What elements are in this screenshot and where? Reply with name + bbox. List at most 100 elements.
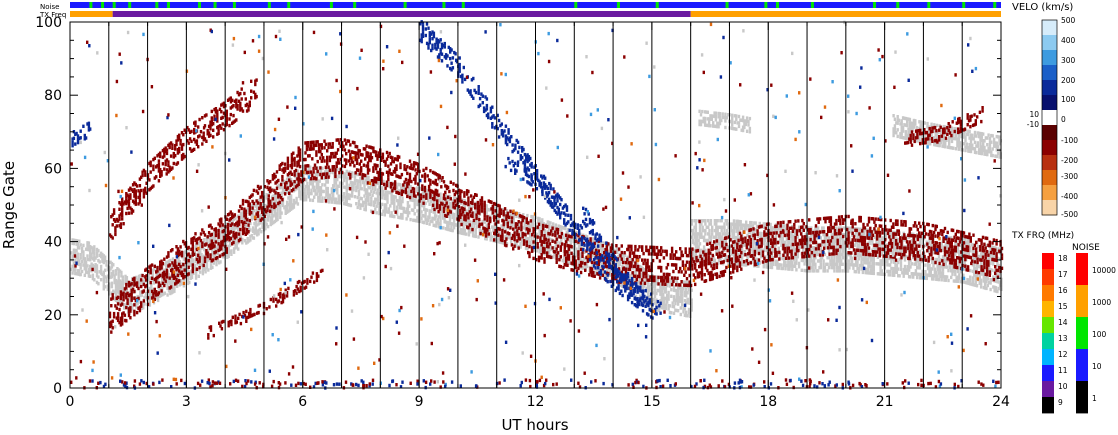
- scatter-cell: [950, 146, 954, 150]
- scatter-cell: [277, 183, 281, 188]
- scatter-cell: [184, 250, 187, 254]
- scatter-cell: [895, 121, 898, 125]
- scatter-cell: [861, 264, 865, 268]
- scatter-cell: [420, 200, 423, 204]
- scatter-cell: [321, 199, 324, 203]
- scatter-cell: [776, 263, 779, 267]
- scatter-cell: [294, 201, 297, 205]
- scatter-cell: [393, 208, 396, 212]
- scatter-cell: [583, 263, 586, 268]
- scatter-cell: [937, 254, 941, 259]
- scatter-cell: [872, 265, 875, 269]
- scatter-cell: [893, 130, 897, 135]
- scatter-cell: [216, 258, 219, 263]
- scatter-cell: [370, 189, 373, 194]
- scatter-cell: [291, 206, 294, 210]
- scatter-cell: [239, 212, 243, 216]
- scatter-cell: [844, 246, 847, 250]
- scatter-cell: [231, 218, 234, 222]
- scatter-cell: [526, 223, 529, 228]
- scatter-cell: [939, 137, 943, 141]
- scatter-cell: [973, 147, 977, 151]
- scatter-cell: [584, 234, 587, 238]
- scatter-cell: [679, 312, 682, 317]
- scatter-cell: [924, 263, 927, 267]
- scatter-cell: [929, 267, 932, 271]
- scatter-cell: [733, 127, 737, 131]
- scatter-cell: [882, 259, 885, 263]
- scatter-cell: [281, 200, 285, 204]
- scatter-cell: [719, 219, 722, 223]
- scatter-cell: [869, 268, 873, 272]
- scatter-cell: [309, 165, 312, 169]
- scatter-cell: [856, 240, 859, 244]
- scatter-cell: [939, 264, 942, 269]
- scatter-cell: [356, 185, 359, 190]
- scatter-cell: [746, 223, 749, 228]
- scatter-cell: [451, 228, 454, 233]
- scatter-cell: [370, 196, 373, 200]
- scatter-cell: [833, 239, 836, 243]
- scatter-cell: [342, 185, 346, 189]
- scatter-cell: [435, 194, 438, 199]
- scatter-cell: [618, 259, 621, 263]
- scatter-cell: [579, 245, 582, 250]
- scatter-cell: [943, 258, 946, 262]
- scatter-cell: [121, 278, 124, 283]
- scatter-cell: [600, 250, 604, 255]
- scatter-cell: [227, 248, 230, 252]
- scatter-cell: [380, 186, 384, 190]
- scatter-cell: [599, 243, 602, 247]
- scatter-cell: [908, 124, 912, 128]
- scatter-cell: [562, 226, 566, 230]
- scatter-cell: [490, 235, 494, 239]
- scatter-cell: [446, 224, 449, 228]
- scatter-cell: [421, 197, 424, 201]
- scatter-cell: [177, 257, 180, 261]
- scatter-cell: [425, 218, 429, 222]
- scatter-cell: [716, 242, 719, 246]
- scatter-cell: [784, 260, 787, 264]
- scatter-cell: [825, 239, 828, 243]
- scatter-cell: [230, 249, 233, 253]
- scatter-cell: [177, 277, 180, 281]
- scatter-cell: [169, 278, 172, 282]
- scatter-cell: [982, 276, 985, 280]
- scatter-cell: [473, 214, 476, 218]
- scatter-cell: [408, 188, 411, 192]
- scatter-cell: [808, 262, 812, 266]
- scatter-cell: [685, 300, 688, 305]
- scatter-cell: [926, 125, 929, 129]
- scatter-cell: [450, 212, 453, 216]
- scatter-cell: [545, 239, 548, 243]
- scatter-cell: [735, 114, 738, 118]
- scatter-cell: [936, 258, 939, 262]
- scatter-cell: [655, 301, 658, 305]
- scatter-cell: [364, 198, 367, 202]
- scatter-cell: [719, 245, 722, 249]
- scatter-cell: [637, 280, 640, 284]
- scatter-cell: [711, 225, 714, 229]
- scatter-cell: [102, 254, 105, 258]
- scatter-cell: [731, 123, 734, 127]
- scatter-cell: [907, 117, 910, 121]
- scatter-cell: [325, 186, 328, 191]
- scatter-cell: [336, 168, 339, 172]
- scatter-cell: [880, 272, 884, 276]
- scatter-cell: [893, 237, 896, 241]
- scatter-cell: [533, 218, 536, 223]
- scatter-cell: [105, 260, 108, 264]
- scatter-cell: [420, 216, 423, 221]
- scatter-cell: [789, 264, 793, 268]
- scatter-cell: [205, 262, 209, 266]
- scatter-cell: [709, 235, 713, 239]
- scatter-cell: [880, 259, 884, 263]
- scatter-cell: [91, 247, 95, 251]
- scatter-cell: [945, 245, 949, 250]
- scatter-cell: [935, 274, 938, 278]
- scatter-cell: [879, 262, 882, 266]
- scatter-cell: [287, 176, 290, 180]
- scatter-cell: [852, 227, 855, 231]
- scatter-cell: [241, 214, 244, 219]
- scatter-cell: [947, 268, 950, 273]
